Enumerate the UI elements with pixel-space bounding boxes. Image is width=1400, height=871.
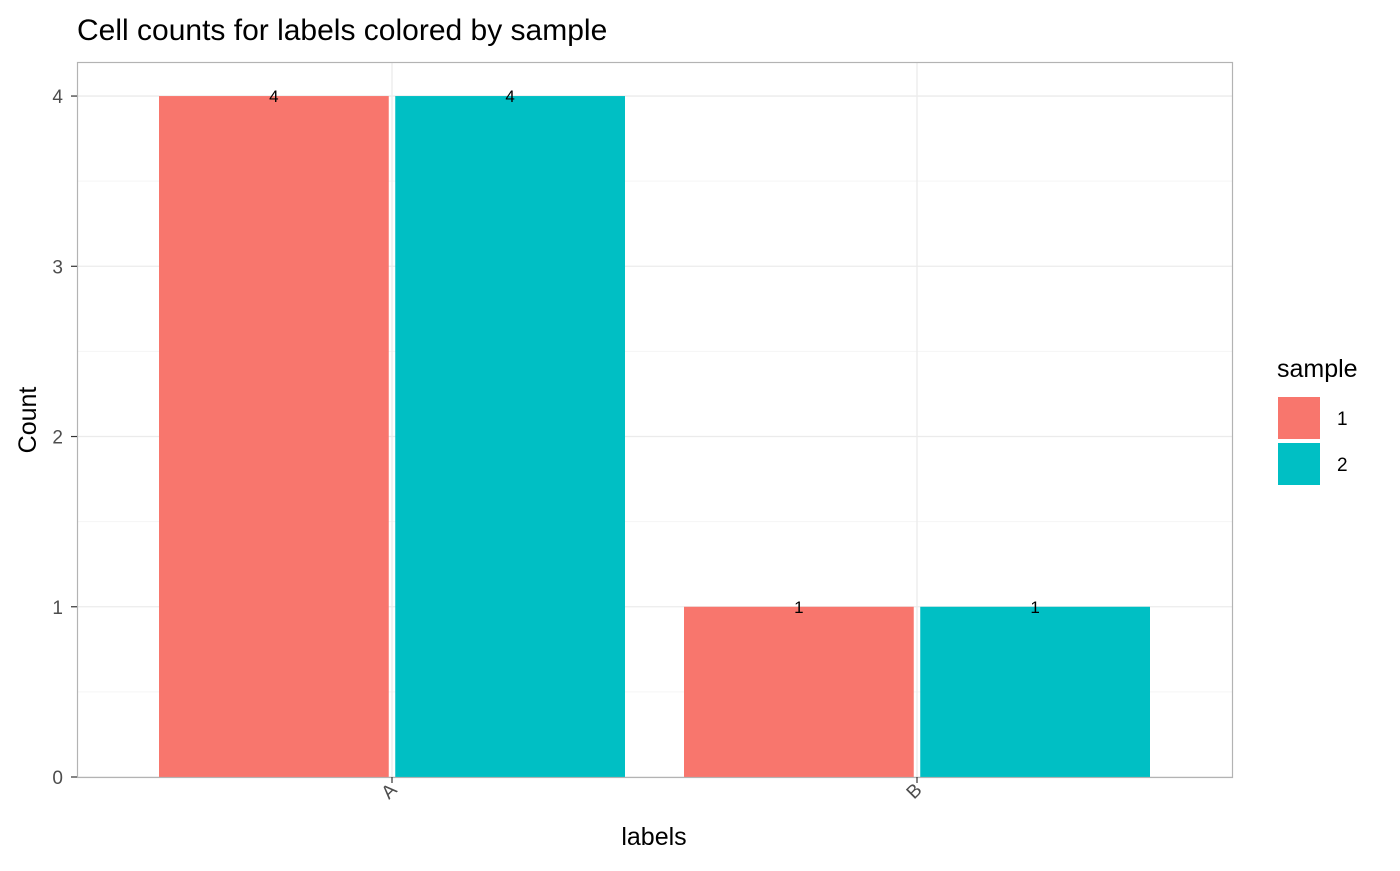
y-tick-label: 0 [52, 768, 63, 789]
x-tick-label: A [378, 779, 402, 803]
y-tick-label: 3 [52, 257, 63, 278]
legend-label-sample-1: 1 [1337, 409, 1348, 430]
y-axis-title: Count [14, 387, 42, 454]
bar-B-sample-1 [684, 606, 914, 777]
data-label-A-sample-2: 4 [505, 87, 514, 106]
legend-key-sample-1 [1278, 397, 1320, 439]
data-label-A-sample-1: 4 [269, 87, 278, 106]
x-axis-title: labels [621, 823, 686, 851]
y-tick-label: 4 [52, 87, 63, 108]
bar-A-sample-2 [395, 96, 625, 778]
legend-key-sample-2 [1278, 443, 1320, 485]
legend: sample 1 2 [1277, 355, 1358, 485]
data-label-B-sample-1: 1 [794, 598, 803, 617]
y-tick-label: 2 [52, 428, 63, 449]
bars [159, 96, 1150, 778]
x-tick-label: B [903, 780, 927, 804]
panel-border [76, 61, 1234, 779]
bar-A-sample-1 [159, 96, 389, 778]
legend-label-sample-2: 2 [1337, 455, 1348, 476]
bar-B-sample-2 [920, 606, 1150, 777]
y-tick-label: 1 [52, 598, 63, 619]
legend-title: sample [1277, 355, 1358, 383]
chart-title: Cell counts for labels colored by sample [77, 14, 607, 47]
data-labels: 4 4 1 1 [269, 87, 1040, 617]
data-label-B-sample-2: 1 [1030, 598, 1039, 617]
y-axis: 0 1 2 3 4 [52, 87, 77, 789]
